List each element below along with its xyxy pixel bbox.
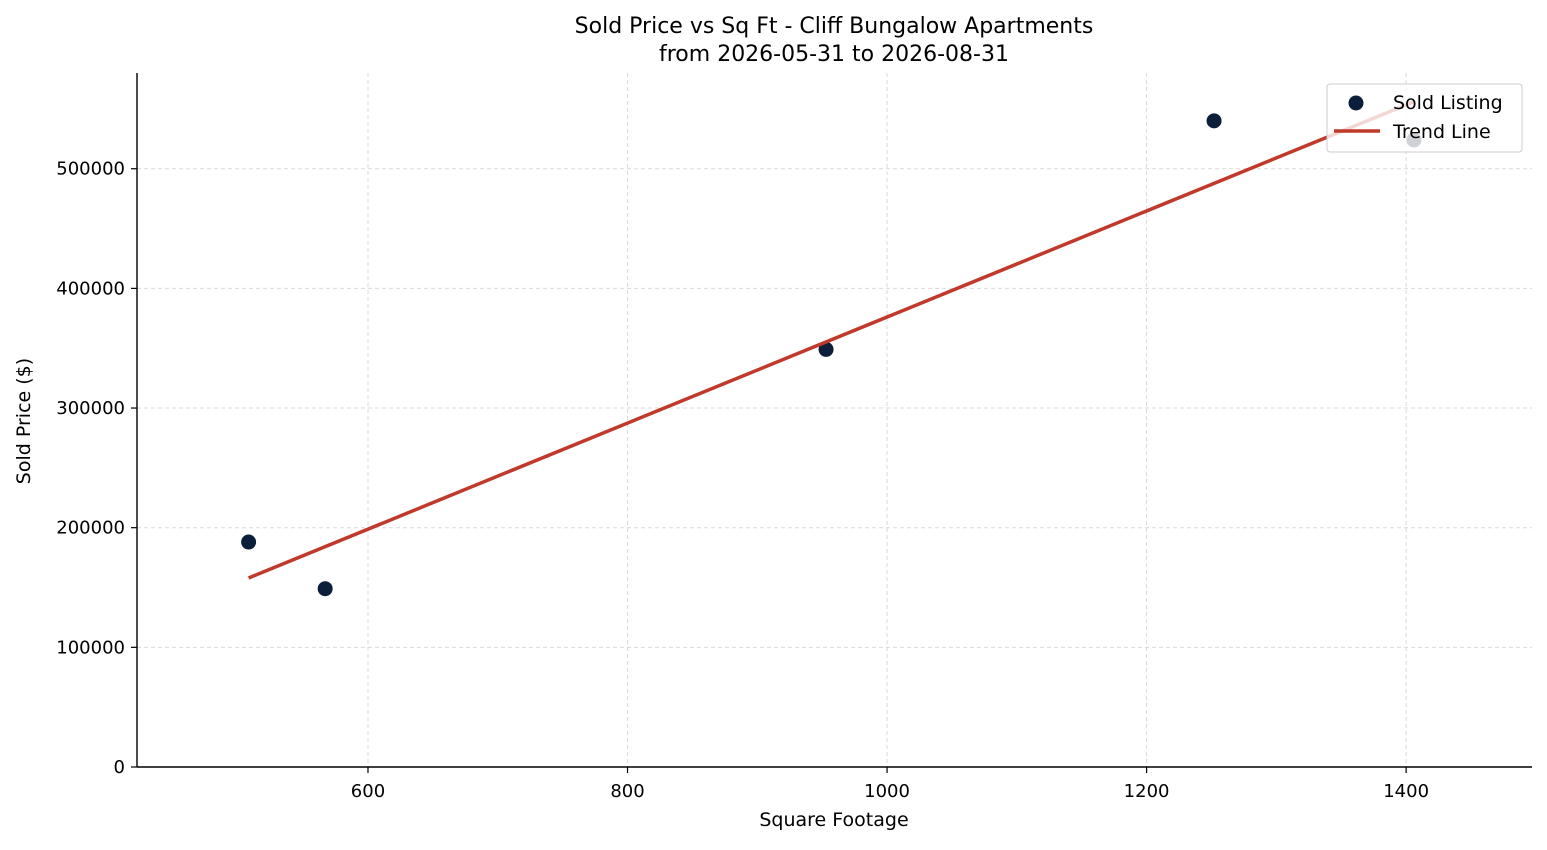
x-tick-label: 1200 xyxy=(1124,781,1170,802)
x-tick-label: 800 xyxy=(610,781,644,802)
scatter-point xyxy=(317,581,333,597)
y-ticks: 0 100000 200000 300000 400000 500000 xyxy=(56,159,137,778)
data-series xyxy=(241,100,1422,597)
y-tick-label: 100000 xyxy=(56,637,125,658)
legend-marker-sold-listing xyxy=(1348,95,1364,111)
x-tick-label: 1400 xyxy=(1383,781,1429,802)
legend-label-sold-listing: Sold Listing xyxy=(1393,92,1503,114)
x-tick-label: 600 xyxy=(351,781,385,802)
chart-subtitle: from 2026-05-31 to 2026-08-31 xyxy=(659,42,1009,67)
axes xyxy=(136,73,1532,768)
legend-box xyxy=(1326,83,1523,153)
y-tick-label: 200000 xyxy=(56,518,125,539)
y-tick-label: 400000 xyxy=(56,278,125,299)
y-axis-label: Sold Price ($) xyxy=(13,358,35,484)
scatter-point xyxy=(1206,113,1222,129)
trend-line xyxy=(247,100,1415,580)
grid xyxy=(137,73,1532,767)
y-tick-label: 0 xyxy=(114,757,125,778)
scatter-point xyxy=(818,341,834,357)
chart-title: Sold Price vs Sq Ft - Cliff Bungalow Apa… xyxy=(575,14,1094,39)
y-tick-label: 500000 xyxy=(56,159,125,180)
legend-label-trend-line: Trend Line xyxy=(1392,121,1491,143)
x-axis-label: Square Footage xyxy=(759,809,908,831)
x-ticks: 600 800 1000 1200 1400 xyxy=(351,767,1429,802)
scatter-point xyxy=(241,534,257,550)
x-tick-label: 1000 xyxy=(864,781,910,802)
legend: Sold Listing Trend Line xyxy=(1326,83,1523,153)
y-tick-label: 300000 xyxy=(56,398,125,419)
